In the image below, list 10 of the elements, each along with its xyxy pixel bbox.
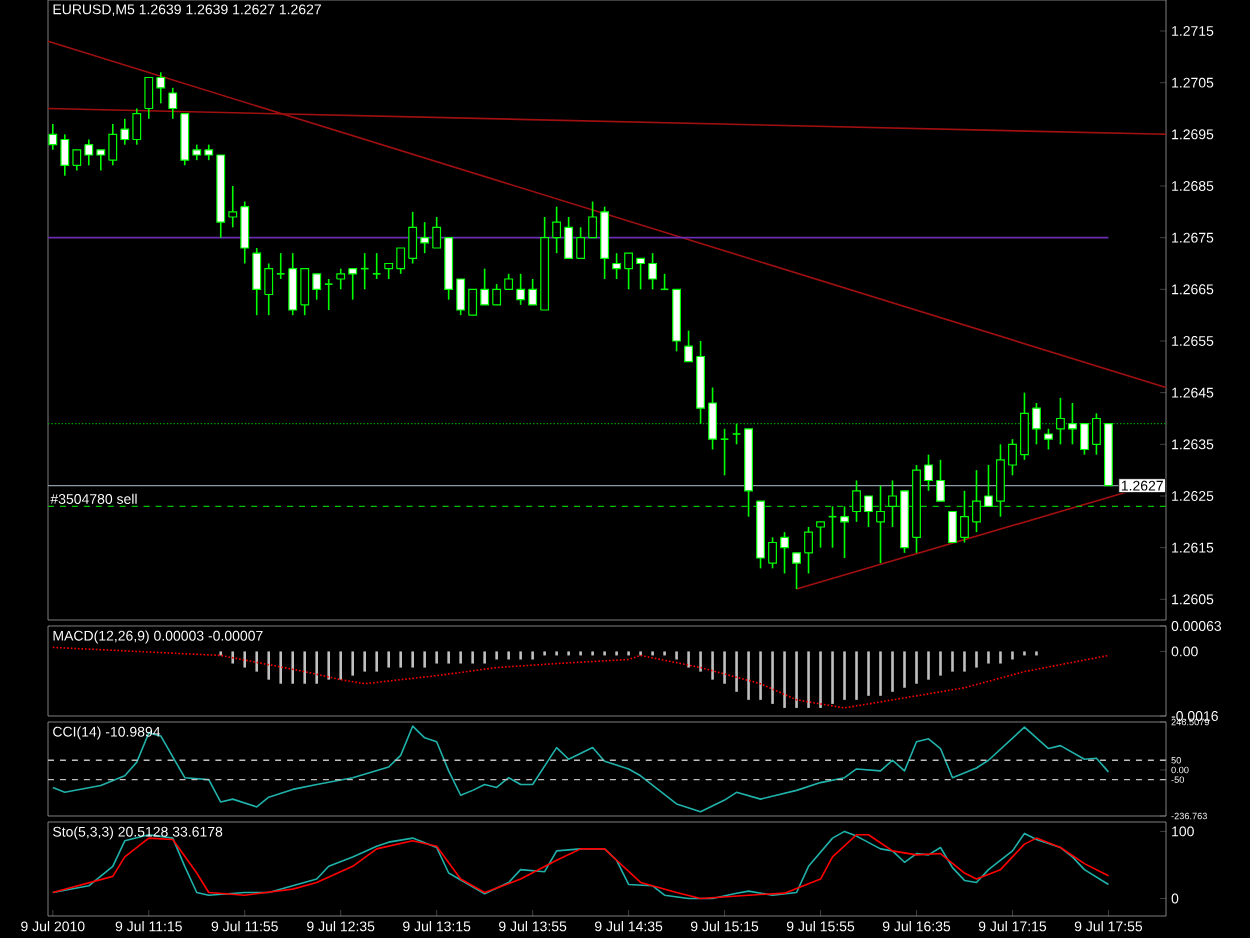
candlestick <box>840 505 849 559</box>
line-series <box>52 725 1110 813</box>
candlestick <box>1044 428 1053 451</box>
candlestick <box>731 422 742 446</box>
line-series <box>52 646 1110 709</box>
candlestick <box>719 428 730 477</box>
candlestick <box>372 252 382 280</box>
candlestick <box>168 87 178 120</box>
candlestick <box>816 521 825 549</box>
candlestick <box>324 278 334 311</box>
